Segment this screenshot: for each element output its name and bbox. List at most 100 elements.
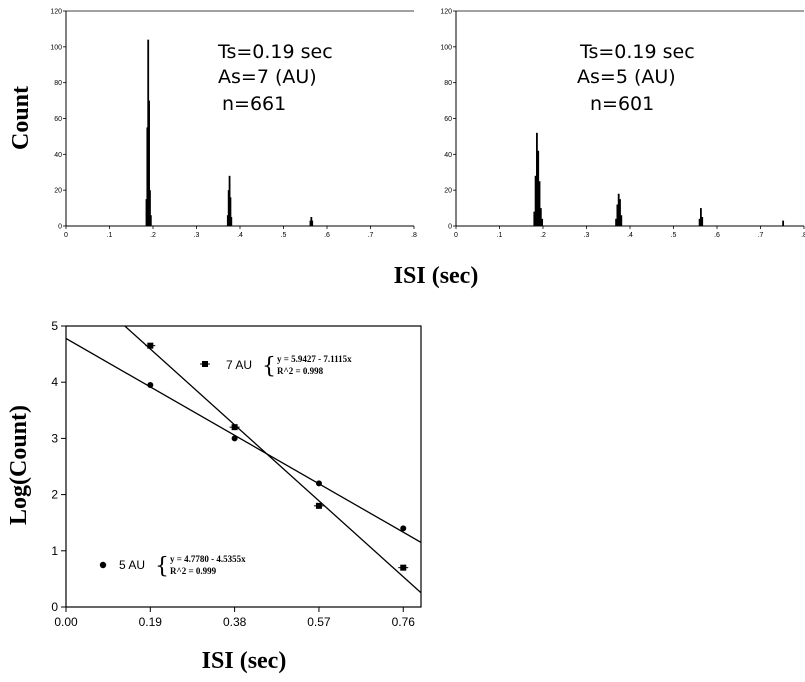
x-axis-label: ISI (sec) [202, 648, 287, 674]
count-axis-label: Count [8, 86, 34, 150]
histogram-bar [617, 193, 620, 226]
data-point-7au [313, 502, 324, 509]
histogram-bar [148, 100, 150, 226]
x-tick-label: .2 [150, 232, 156, 239]
x-tick-label: .1 [497, 232, 503, 239]
shared-x-axis-label: ISI (sec) [394, 263, 479, 289]
histogram-bar [534, 175, 537, 226]
y-tick-label: 2 [51, 488, 58, 502]
x-tick-label: .8 [801, 232, 805, 239]
x-tick-label: 0.00 [54, 615, 78, 629]
y-tick-label: 80 [444, 80, 452, 87]
annotation-as: As=5 (AU) [577, 66, 676, 88]
data-point-7au [145, 342, 156, 349]
y-tick-label: 60 [444, 116, 452, 123]
histogram-bar [615, 218, 617, 226]
histogram-bar [541, 218, 544, 226]
y-tick-label: 80 [54, 80, 62, 87]
fit-line-7au [123, 326, 421, 594]
histogram-bar [538, 181, 541, 226]
histogram-bar [149, 215, 152, 226]
data-point-7au [229, 424, 240, 431]
x-tick-label: .6 [324, 232, 330, 239]
y-tick-label: 0 [58, 224, 62, 231]
x-tick-label: .2 [540, 232, 546, 239]
x-tick-label: .7 [368, 232, 374, 239]
y-tick-label: 120 [50, 9, 62, 16]
histogram-bar [700, 208, 702, 226]
histogram-5au: Ts=0.19 sec As=5 (AU) n=601 0 .1 .2 .3 .4 .5.… [440, 9, 805, 240]
y-tick-label: 1 [51, 544, 58, 558]
y-tick-label: 3 [51, 431, 58, 445]
r2-5au: R^2 = 0.999 [170, 566, 217, 576]
x-tick-label: .1 [107, 232, 113, 239]
histogram-bar [533, 211, 536, 226]
legend-label-5au: 5 AU [119, 558, 145, 572]
fit-line-5au [66, 337, 421, 543]
x-tick-label: .4 [237, 232, 243, 239]
histogram-bar [619, 199, 621, 226]
data-point-5au [231, 435, 238, 442]
histogram-bar [229, 197, 232, 226]
histogram-bar [539, 208, 542, 226]
y-tick-label: 20 [444, 188, 452, 195]
x-tick-label: .5 [671, 232, 677, 239]
x-tick-label: .6 [714, 232, 720, 239]
y-tick-label: 0 [448, 224, 452, 231]
x-tick-label: 0 [454, 232, 458, 239]
x-tick-label: 0.57 [307, 615, 331, 629]
log-scatter-plot: Log(Count) ISI (sec) 7 AU { y = 5.9427 -… [6, 319, 422, 674]
y-tick-label: 40 [54, 152, 62, 159]
histogram-bar [311, 220, 314, 226]
histogram-bar [149, 190, 151, 226]
data-point-5au [315, 480, 322, 487]
histogram-bar [537, 150, 540, 226]
brace-7au: { [262, 354, 276, 379]
annotation-as: As=7 (AU) [218, 66, 317, 88]
x-tick-label: 0.38 [223, 615, 247, 629]
histogram-bar [616, 204, 619, 226]
y-tick-label: 4 [51, 375, 58, 389]
x-tick-label: .8 [411, 232, 417, 239]
plot-frame [65, 325, 422, 608]
y-tick-label: 0 [51, 600, 58, 614]
legend-marker-7au [200, 361, 210, 367]
histogram-bar [230, 217, 233, 226]
annotation-ts: Ts=0.19 sec [579, 41, 695, 63]
histogram-bar [782, 220, 785, 226]
equation-7au: y = 5.9427 - 7.1115x [277, 354, 352, 364]
x-tick-label: 0.76 [392, 615, 416, 629]
x-tick-label: .4 [627, 232, 633, 239]
histogram-bar [701, 217, 704, 226]
x-tick-label: .3 [194, 232, 200, 239]
y-tick-label: 40 [444, 152, 452, 159]
y-tick-label: 20 [54, 188, 62, 195]
r2-7au: R^2 = 0.998 [277, 366, 324, 376]
x-tick-label: .3 [584, 232, 590, 239]
x-tick-label: 0.19 [139, 615, 163, 629]
annotation-ts: Ts=0.19 sec [217, 41, 333, 63]
y-tick-label: 120 [440, 9, 452, 16]
x-tick-label: .5 [281, 232, 287, 239]
equation-5au: y = 4.7780 - 4.5355x [170, 554, 246, 564]
histogram-bar [620, 215, 623, 226]
x-tick-label: 0 [64, 232, 68, 239]
brace-5au: { [155, 554, 169, 579]
legend-marker-5au [99, 561, 107, 569]
x-tick-label: .7 [758, 232, 764, 239]
histogram-bar [698, 218, 701, 226]
data-point-5au [400, 525, 407, 532]
annotation-n: n=601 [590, 93, 654, 115]
data-point-5au [147, 382, 154, 389]
histogram-bar [536, 132, 538, 226]
y-tick-label: 100 [440, 44, 452, 51]
histogram-7au: Count Ts=0.19 sec As=7 (AU) n=661 0 .1 .2.… [8, 9, 417, 240]
y-tick-label: 5 [51, 319, 58, 333]
annotation-n: n=661 [222, 93, 286, 115]
legend-5au: 5 AU { y = 4.7780 - 4.5355x R^2 = 0.999 [99, 554, 246, 579]
y-tick-label: 60 [54, 116, 62, 123]
y-tick-label: 100 [50, 44, 62, 51]
data-point-7au [398, 564, 409, 571]
legend-label-7au: 7 AU [226, 358, 252, 372]
